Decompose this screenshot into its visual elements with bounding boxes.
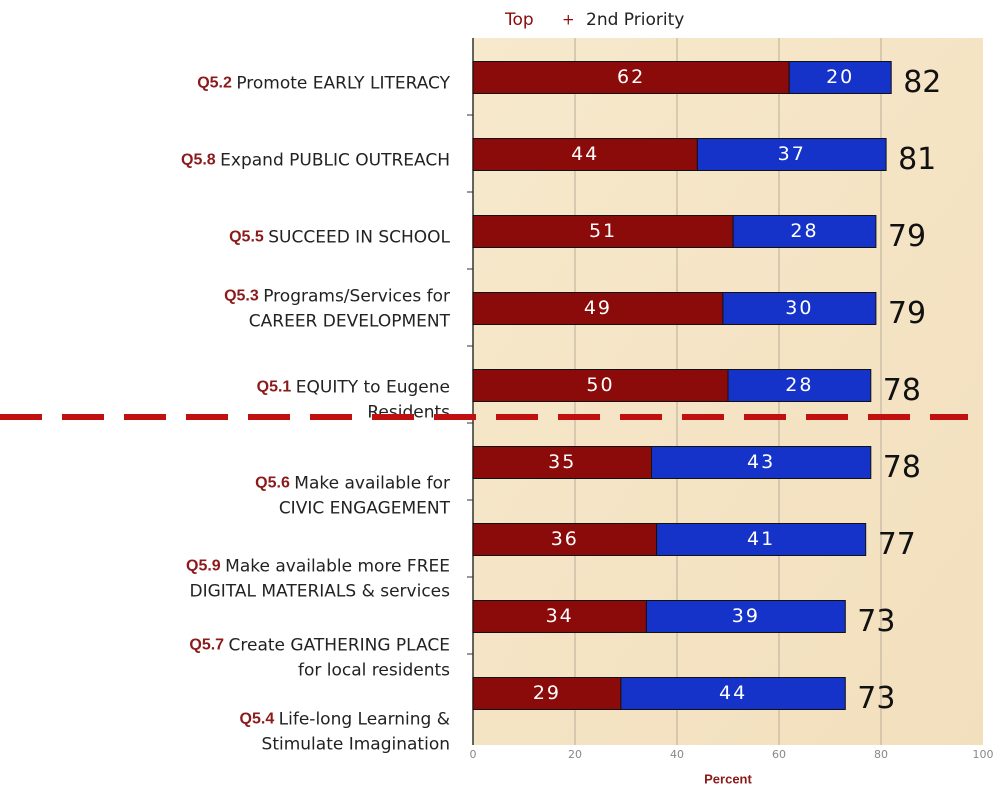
category-label: Q5.9 Make available more FREE — [186, 557, 450, 577]
segment-label: 29 — [533, 682, 561, 704]
segment-label: 36 — [551, 528, 579, 550]
category-text: Make available more FREE — [225, 557, 450, 577]
category-label: Q5.1 EQUITY to Eugene — [257, 378, 450, 398]
category-label: CAREER DEVELOPMENT — [249, 312, 451, 332]
segment-label: 44 — [719, 682, 747, 704]
segment-label: 28 — [790, 220, 818, 242]
legend-label: 2nd Priority — [586, 10, 684, 30]
bar-segment — [651, 446, 872, 479]
segment-label: 44 — [571, 143, 599, 165]
segment-label: 39 — [732, 605, 760, 627]
category-text: EQUITY to Eugene — [296, 378, 450, 398]
segment-label: 28 — [785, 374, 813, 396]
category-label: DIGITAL MATERIALS & services — [190, 582, 451, 602]
segment-label: 37 — [778, 143, 806, 165]
x-tick-label: 100 — [973, 748, 994, 761]
category-text: Programs/Services for — [263, 287, 450, 307]
bar-segment — [645, 600, 846, 633]
category-label: Q5.4 Life-long Learning & — [240, 710, 450, 730]
category-text: Make available for — [294, 474, 450, 494]
bar-segment — [472, 292, 724, 325]
bar-segment — [620, 677, 846, 710]
total-label: 78 — [883, 450, 921, 485]
category-label: Q5.2 Promote EARLY LITERACY — [197, 74, 450, 94]
segment-label: 43 — [747, 451, 775, 473]
category-label: Q5.7 Create GATHERING PLACE — [189, 636, 450, 656]
x-tick-label: 20 — [568, 748, 582, 761]
segment-label: 41 — [747, 528, 775, 550]
category-code: Q5.4 — [240, 711, 279, 728]
segment-label: 51 — [589, 220, 617, 242]
category-text: Life-long Learning & — [279, 710, 450, 730]
legend-label: Top — [504, 10, 534, 30]
x-tick-label: 60 — [772, 748, 786, 761]
category-text: SUCCEED IN SCHOOL — [268, 228, 450, 248]
category-code: Q5.5 — [229, 229, 268, 246]
bar-segment — [788, 61, 892, 94]
category-label: Q5.3 Programs/Services for — [224, 287, 450, 307]
segment-label: 30 — [785, 297, 813, 319]
total-label: 79 — [888, 296, 926, 331]
x-tick-label: 40 — [670, 748, 684, 761]
total-label: 81 — [898, 142, 936, 177]
category-label: for local residents — [298, 661, 450, 681]
category-code: Q5.8 — [181, 152, 220, 169]
total-label: 79 — [888, 219, 926, 254]
category-code: Q5.2 — [197, 75, 236, 92]
bar-segment — [656, 523, 867, 556]
category-label: Q5.6 Make available for — [255, 474, 450, 494]
bar-segment — [472, 138, 698, 171]
category-text: Create GATHERING PLACE — [229, 636, 450, 656]
category-text: for local residents — [298, 661, 450, 681]
total-label: 82 — [903, 65, 941, 100]
legend: Top +2nd Priority — [504, 10, 684, 30]
bar-segment — [472, 523, 658, 556]
bar-segment — [472, 369, 729, 402]
category-label: Stimulate Imagination — [262, 735, 450, 755]
category-label: Q5.8 Expand PUBLIC OUTREACH — [181, 151, 450, 171]
segment-label: 49 — [584, 297, 612, 319]
x-axis-label: Percent — [704, 771, 752, 786]
bar-segment — [472, 446, 652, 479]
category-code: Q5.6 — [255, 475, 294, 492]
segment-label: 62 — [617, 66, 645, 88]
legend-separator: + — [562, 11, 575, 29]
bar-segment — [727, 369, 872, 402]
total-label: 73 — [857, 604, 895, 639]
segment-label: 35 — [548, 451, 576, 473]
category-text: DIGITAL MATERIALS & services — [190, 582, 451, 602]
category-label: CIVIC ENGAGEMENT — [279, 499, 451, 519]
category-code: Q5.3 — [224, 288, 263, 305]
category-text: CIVIC ENGAGEMENT — [279, 499, 451, 519]
segment-label: 34 — [546, 605, 574, 627]
category-code: Q5.9 — [186, 558, 225, 575]
category-label: Q5.5 SUCCEED IN SCHOOL — [229, 228, 450, 248]
x-tick-label: 0 — [470, 748, 477, 761]
segment-label: 50 — [586, 374, 614, 396]
bar-segment — [472, 61, 790, 94]
category-code: Q5.1 — [257, 379, 296, 396]
x-tick-label: 80 — [874, 748, 888, 761]
category-text: CAREER DEVELOPMENT — [249, 312, 451, 332]
total-label: 78 — [883, 373, 921, 408]
total-label: 73 — [857, 681, 895, 716]
bar-segment — [732, 215, 877, 248]
bar-segment — [472, 600, 647, 633]
bar-segment — [696, 138, 887, 171]
category-text: Promote EARLY LITERACY — [236, 74, 450, 94]
segment-label: 20 — [826, 66, 854, 88]
total-label: 77 — [878, 527, 916, 562]
bar-segment — [472, 677, 622, 710]
bar-segment — [472, 215, 734, 248]
category-text: Expand PUBLIC OUTREACH — [220, 151, 450, 171]
category-code: Q5.7 — [189, 637, 228, 654]
category-text: Stimulate Imagination — [262, 735, 450, 755]
bar-segment — [722, 292, 877, 325]
